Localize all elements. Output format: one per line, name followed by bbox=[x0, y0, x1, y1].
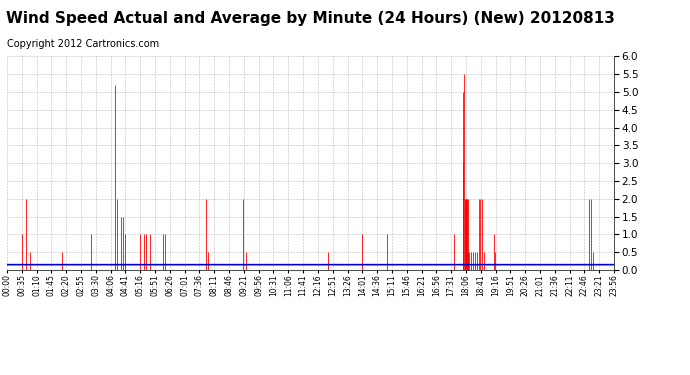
Text: Wind Speed Actual and Average by Minute (24 Hours) (New) 20120813: Wind Speed Actual and Average by Minute … bbox=[6, 11, 615, 26]
Text: Copyright 2012 Cartronics.com: Copyright 2012 Cartronics.com bbox=[7, 39, 159, 50]
